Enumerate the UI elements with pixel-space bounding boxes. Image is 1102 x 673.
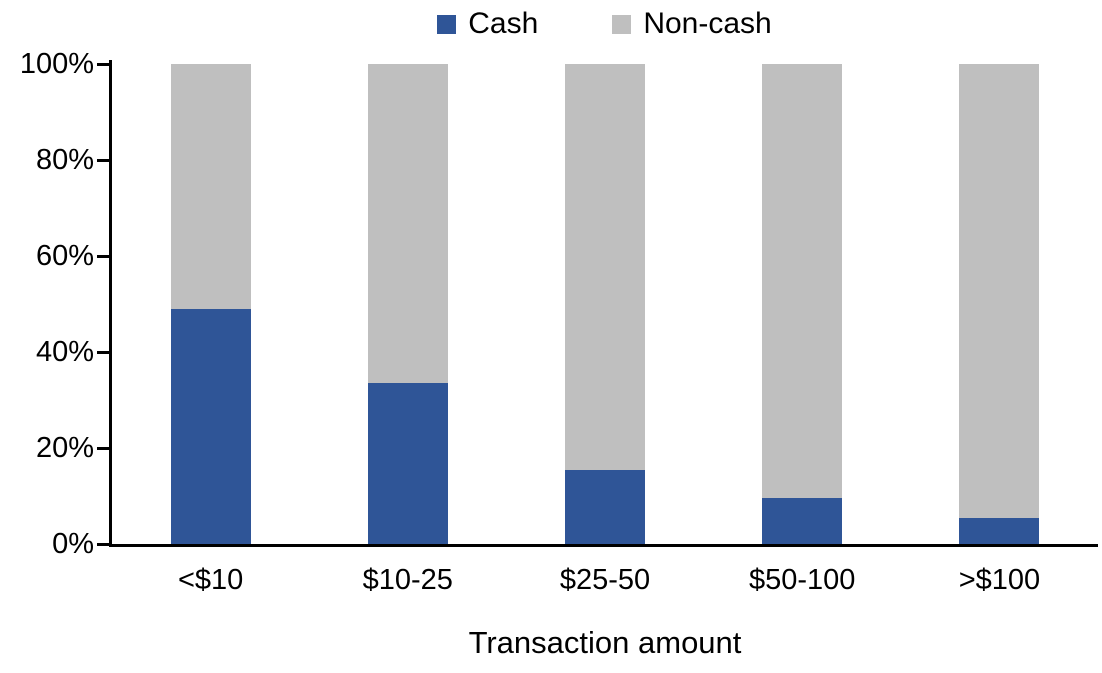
bar-slot-10-25 (309, 64, 506, 544)
chart-legend: Cash Non-cash (111, 6, 1098, 42)
y-tick-mark-0 (97, 543, 110, 546)
bar-segment-cash-10-25 (367, 383, 448, 544)
bar-segment-non-cash-10 (170, 64, 251, 309)
x-tick-label-50-100: $50-100 (748, 564, 856, 596)
x-axis-labels: <$10 $10-25 $25-50 $50-100 >$100 (112, 563, 1098, 597)
bar-segment-non-cash-25-50 (565, 64, 645, 470)
bar-segment-cash-10 (170, 308, 251, 544)
legend-label-cash: Cash (468, 7, 539, 40)
bar-segment-cash-100 (959, 517, 1040, 544)
y-tick-label-80: 80% (35, 144, 94, 176)
y-tick-mark-60 (97, 255, 110, 258)
bar-10 (170, 64, 251, 544)
x-tick-label-10-25: $10-25 (362, 564, 453, 596)
y-tick-mark-20 (97, 447, 110, 450)
bar-segment-non-cash-10-25 (367, 64, 448, 384)
y-tick-label-100: 100% (19, 48, 94, 80)
bar-segment-cash-50-100 (762, 498, 843, 544)
y-tick-label-20: 20% (35, 432, 94, 464)
legend-item-non-cash: Non-cash (612, 6, 772, 42)
bar-slot-25-50 (506, 64, 703, 544)
x-tick-label-100: >$100 (958, 564, 1041, 596)
y-axis-line (109, 60, 112, 547)
bar-25-50 (565, 64, 645, 544)
bar-slot-10 (112, 64, 309, 544)
legend-item-cash: Cash (437, 6, 538, 42)
y-tick-label-60: 60% (35, 240, 94, 272)
y-tick-label-0: 0% (52, 528, 94, 560)
bar-10-25 (367, 64, 448, 544)
bar-50-100 (762, 64, 843, 544)
x-tick-label-10: <$10 (177, 564, 244, 596)
bar-slot-100 (901, 64, 1098, 544)
x-tick-label-25-50: $25-50 (559, 564, 651, 596)
y-tick-mark-80 (97, 159, 110, 162)
bar-100 (959, 64, 1040, 544)
legend-swatch-cash-icon (437, 14, 457, 34)
y-tick-label-40: 40% (35, 336, 94, 368)
bar-segment-non-cash-100 (959, 64, 1040, 518)
legend-label-non-cash: Non-cash (643, 7, 772, 40)
plot-area (112, 64, 1098, 544)
x-axis-line (109, 544, 1098, 547)
bar-slot-50-100 (704, 64, 901, 544)
y-tick-mark-100 (97, 63, 110, 66)
legend-swatch-non-cash-icon (612, 14, 632, 34)
bar-segment-cash-25-50 (565, 469, 645, 544)
y-tick-mark-40 (97, 351, 110, 354)
bar-segment-non-cash-50-100 (762, 64, 843, 499)
x-axis-title: Transaction amount (468, 625, 742, 660)
